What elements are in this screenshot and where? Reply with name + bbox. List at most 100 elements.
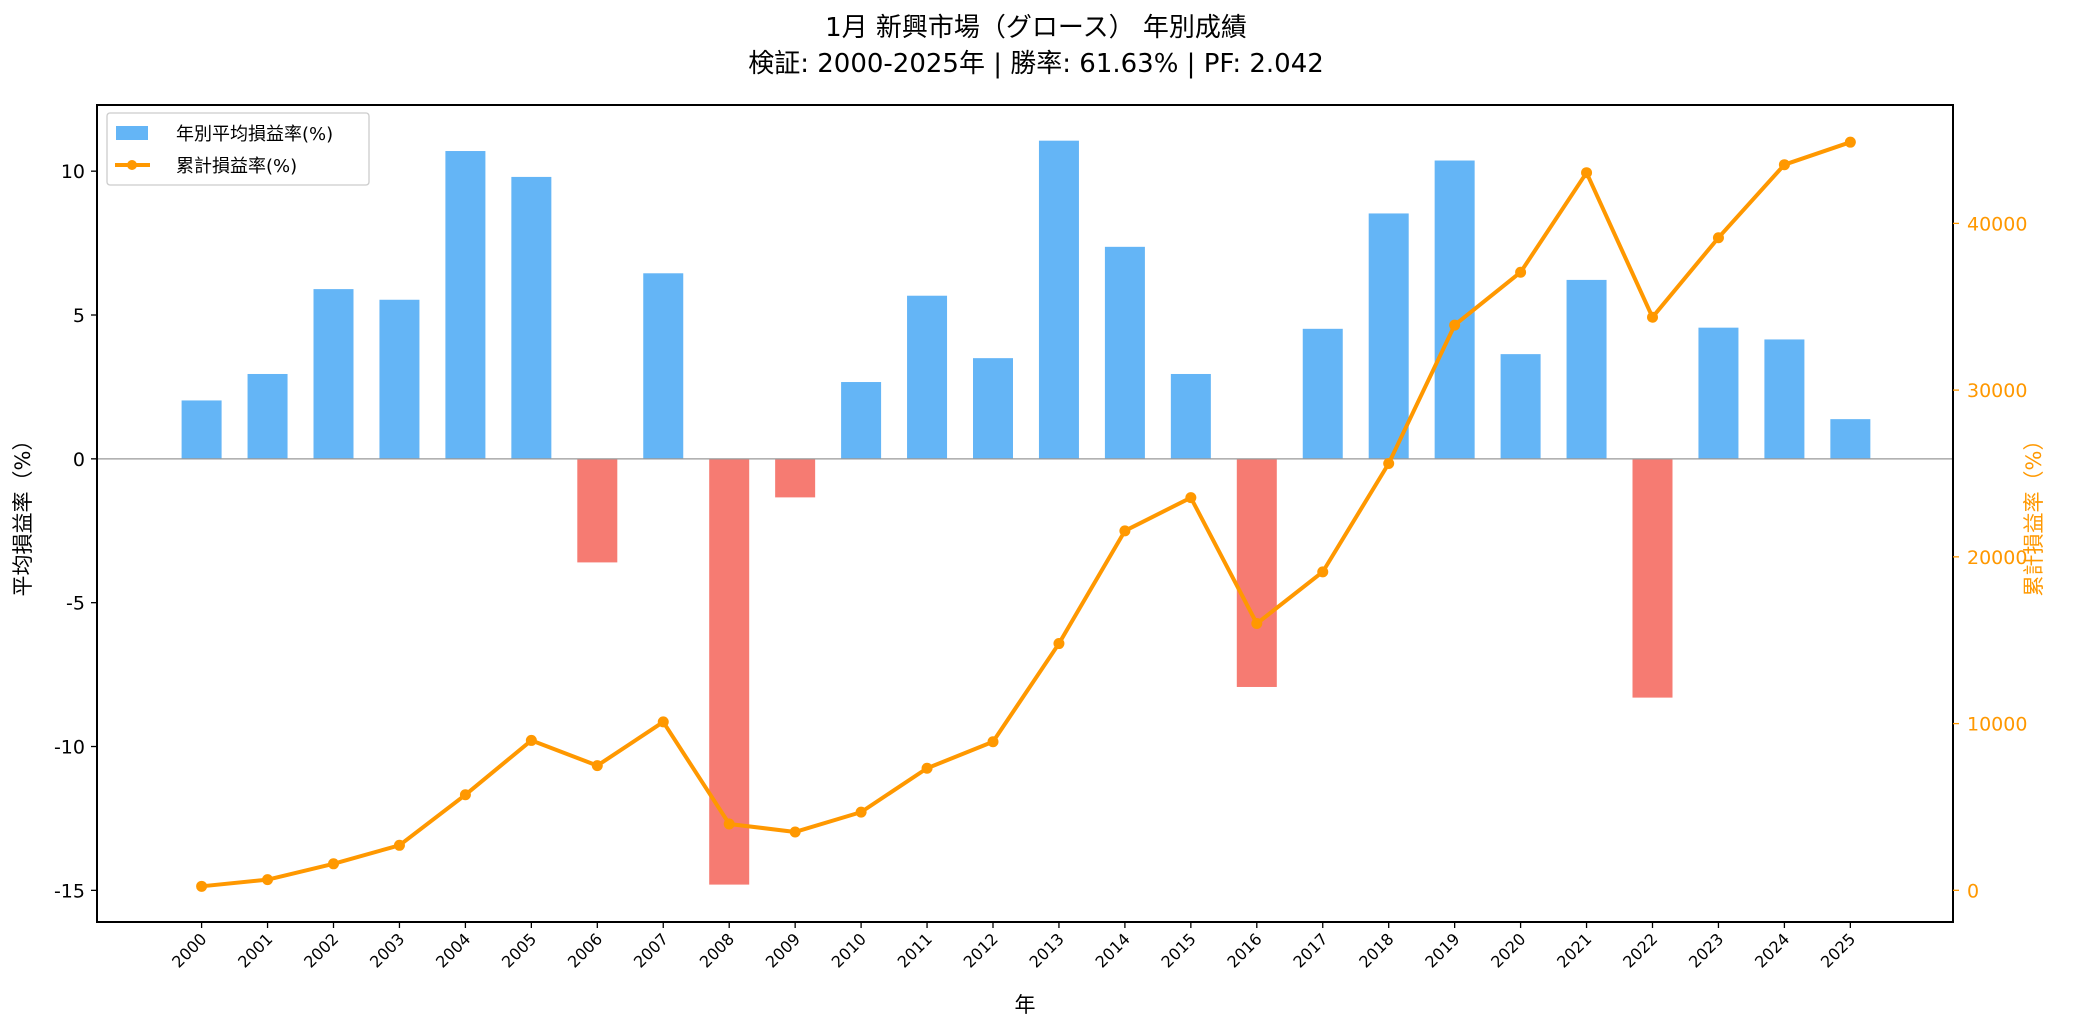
point-2016: [1251, 618, 1263, 630]
plot-frame: [96, 104, 1954, 923]
x-tick-label: 2000: [168, 929, 210, 971]
point-2001: [262, 874, 274, 886]
x-tick-label: 2001: [234, 929, 276, 971]
x-tick-label: 2005: [498, 929, 540, 971]
x-tick-label: 2022: [1619, 929, 1661, 971]
left-tick-label: 0: [73, 449, 85, 471]
point-2000: [196, 880, 208, 892]
x-tick-label: 2014: [1092, 929, 1134, 971]
right-tick-label: 10000: [1967, 714, 2027, 736]
x-tick-label: 2013: [1026, 929, 1068, 971]
x-tick-label: 2024: [1751, 929, 1793, 971]
point-2015: [1185, 492, 1197, 504]
bar-2001: [247, 373, 288, 459]
x-tick-label: 2017: [1289, 929, 1331, 971]
legend-line-label: 累計損益率(%): [176, 156, 297, 177]
chart-title: 1月 新興市場（グロース） 年別成績: [825, 13, 1247, 43]
bar-2016: [1236, 458, 1277, 687]
left-axis-label: 平均損益率（%）: [11, 430, 35, 597]
cumulative-line-group: [196, 136, 1856, 892]
x-tick-label: 2019: [1421, 929, 1463, 971]
x-tick-label: 2004: [432, 929, 474, 971]
point-2005: [525, 734, 537, 746]
point-2013: [1053, 638, 1065, 650]
chart-subtitle: 検証: 2000-2025年 | 勝率: 61.63% | PF: 2.042: [748, 49, 1324, 79]
bar-2002: [313, 289, 354, 459]
bar-2004: [445, 151, 486, 459]
point-2020: [1515, 266, 1527, 278]
bar-2018: [1368, 213, 1409, 459]
point-2010: [855, 806, 867, 818]
bar-2012: [973, 358, 1013, 459]
bar-2020: [1500, 354, 1541, 459]
bar-2014: [1104, 246, 1145, 459]
x-tick-label: 2006: [564, 929, 606, 971]
point-2021: [1581, 167, 1593, 179]
x-tick-label: 2002: [300, 929, 342, 971]
x-tick-label: 2011: [894, 929, 936, 971]
bar-2021: [1566, 279, 1607, 459]
left-tick-label: 10: [61, 161, 85, 183]
bar-2017: [1302, 328, 1343, 459]
bar-2008: [709, 458, 750, 885]
right-axis: 0 10000 20000 30000 40000: [1953, 213, 2027, 902]
x-tick-label: 2018: [1355, 929, 1397, 971]
point-2018: [1383, 457, 1395, 469]
bar-2024: [1764, 339, 1805, 459]
x-axis: 2000 2001 2002 2003 2004 2005 2006 2007 2008 2009…: [168, 922, 1859, 972]
point-2007: [657, 716, 669, 728]
bar-2019: [1434, 160, 1475, 459]
right-tick-label: 20000: [1967, 547, 2027, 569]
right-axis-label: 累計損益率（%）: [2022, 430, 2046, 597]
point-2008: [723, 818, 735, 830]
left-axis: -15 -10 -5 0 5 10: [54, 161, 97, 902]
left-tick-label: -10: [54, 737, 85, 759]
bar-2000: [181, 400, 222, 459]
right-tick-label: 40000: [1967, 213, 2027, 235]
point-2012: [987, 736, 999, 748]
point-2019: [1449, 319, 1461, 331]
right-tick-label: 30000: [1967, 380, 2027, 402]
bar-2023: [1698, 327, 1739, 459]
left-tick-label: 5: [73, 305, 85, 327]
x-tick-label: 2020: [1487, 929, 1529, 971]
left-tick-label: -15: [54, 880, 85, 902]
legend-line-marker: [127, 160, 137, 170]
x-tick-label: 2012: [960, 929, 1002, 971]
x-tick-label: 2021: [1553, 929, 1595, 971]
point-2023: [1712, 232, 1724, 244]
point-2017: [1317, 566, 1329, 578]
cumulative-line: [201, 140, 1851, 889]
bar-2011: [907, 295, 948, 459]
x-tick-label: 2015: [1157, 929, 1199, 971]
bar-2007: [643, 273, 684, 459]
bar-2013: [1038, 140, 1079, 459]
bar-2022: [1632, 458, 1673, 698]
x-tick-label: 2008: [696, 929, 738, 971]
x-tick-label: 2016: [1223, 929, 1265, 971]
left-tick-label: -5: [66, 593, 85, 615]
x-tick-label: 2025: [1817, 929, 1859, 971]
right-tick-label: 0: [1967, 880, 1979, 902]
bar-2006: [577, 458, 618, 563]
point-2003: [393, 839, 405, 851]
point-2004: [459, 789, 471, 801]
point-2022: [1647, 311, 1658, 323]
legend-box: [106, 112, 370, 186]
point-2025: [1844, 136, 1856, 148]
bar-2015: [1170, 373, 1211, 459]
bar-2025: [1830, 419, 1871, 459]
point-2006: [591, 760, 603, 772]
legend-bar-label: 年別平均損益率(%): [176, 124, 333, 145]
point-2011: [921, 762, 933, 774]
bar-2010: [841, 382, 882, 459]
x-tick-label: 2009: [762, 929, 804, 971]
legend-bar-swatch: [116, 126, 148, 140]
point-2002: [328, 858, 339, 870]
point-2024: [1778, 159, 1790, 171]
point-2009: [789, 826, 801, 838]
x-tick-label: 2023: [1685, 929, 1727, 971]
x-tick-label: 2010: [828, 929, 870, 971]
point-2014: [1119, 525, 1131, 537]
